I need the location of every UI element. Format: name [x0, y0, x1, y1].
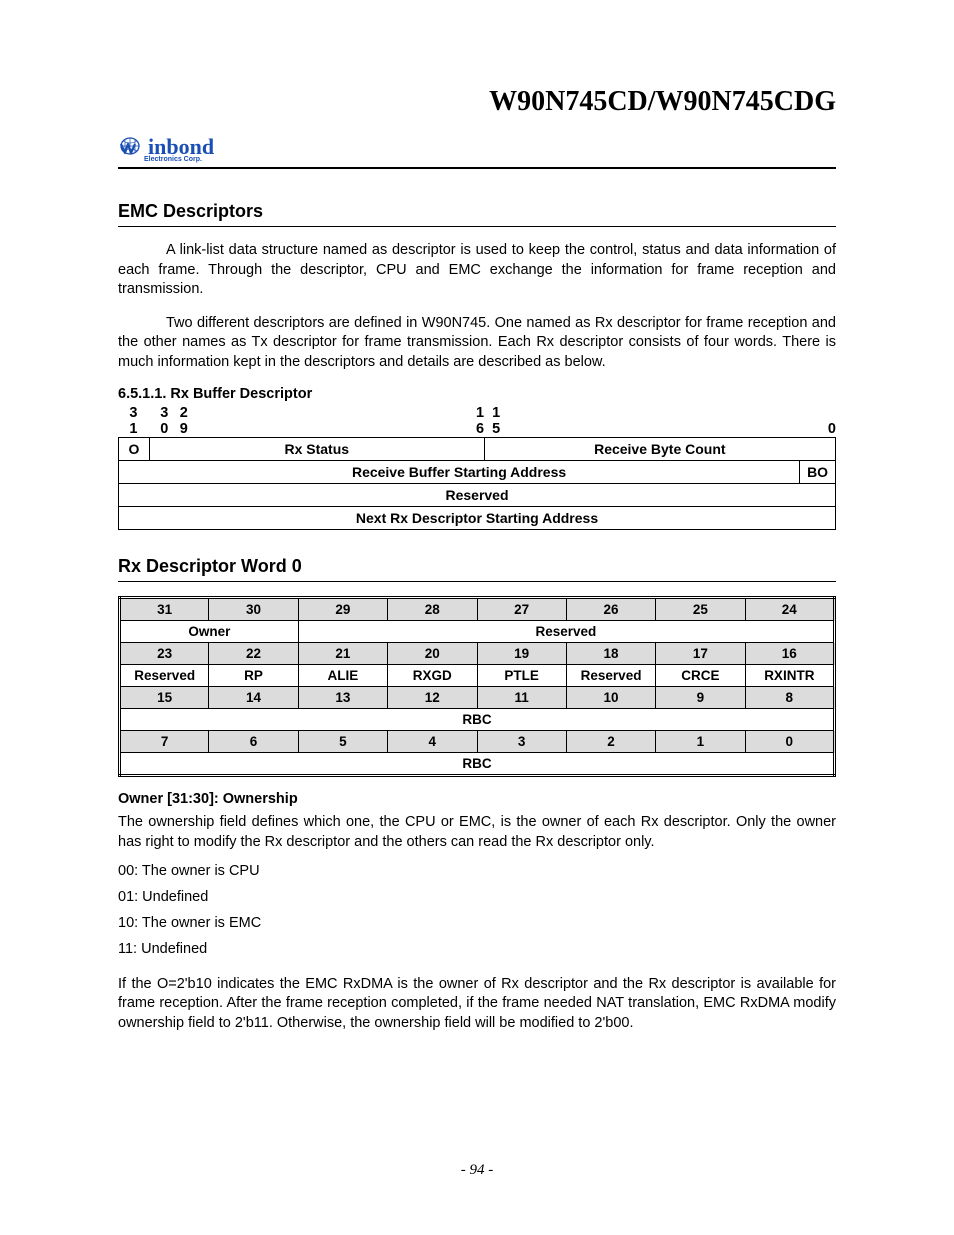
rx-buffer-table: O Rx Status Receive Byte Count Receive B…: [118, 437, 836, 530]
brand-logo: inbond: [118, 136, 836, 158]
w0-bitd-5: 2: [566, 731, 655, 753]
word0-underline: [118, 581, 836, 582]
word0-heading: Rx Descriptor Word 0: [118, 556, 836, 577]
w0-rowb-5: Reserved: [566, 665, 655, 687]
w0-bita-7: 24: [745, 598, 834, 621]
word0-table: 31 30 29 28 27 26 25 24 Owner Reserved 2…: [118, 596, 836, 777]
globe-w-icon: [118, 136, 142, 158]
w0-bitd-7: 0: [745, 731, 834, 753]
w0-bitc-7: 8: [745, 687, 834, 709]
owner-enum-3: 11: Undefined: [118, 941, 836, 957]
w0-bitc-6: 9: [656, 687, 745, 709]
w0-bitc-1: 14: [209, 687, 298, 709]
w0-rowb-4: PTLE: [477, 665, 566, 687]
w0-bitc-4: 11: [477, 687, 566, 709]
intro-paragraph-1: A link-list data structure named as desc…: [118, 241, 836, 300]
w0-reserved-a: Reserved: [298, 621, 834, 643]
buf-r1-c0: O: [119, 438, 150, 461]
w0-bita-3: 28: [388, 598, 477, 621]
bit-bot-5: 0: [520, 421, 836, 437]
brand-subtitle: Electronics Corp.: [144, 156, 836, 163]
buf-r3: Reserved: [119, 484, 836, 507]
intro-paragraph-2: Two different descriptors are defined in…: [118, 314, 836, 373]
w0-bitc-0: 15: [120, 687, 209, 709]
bit-bot-3: 6: [211, 421, 485, 437]
w0-bitc-3: 12: [388, 687, 477, 709]
bit-bot-1: 0: [149, 421, 180, 437]
bit-top-4: 1: [484, 405, 520, 421]
doc-title: W90N745CD/W90N745CDG: [118, 86, 836, 118]
w0-bita-6: 25: [656, 598, 745, 621]
brand-name: inbond: [148, 136, 214, 158]
bit-top-1: 3: [149, 405, 180, 421]
bit-top-5: [520, 405, 836, 421]
rx-buffer-heading: 6.5.1.1. Rx Buffer Descriptor: [118, 386, 836, 402]
w0-bitb-3: 20: [388, 643, 477, 665]
w0-owner: Owner: [120, 621, 299, 643]
w0-bitb-1: 22: [209, 643, 298, 665]
bit-top-3: 1: [211, 405, 485, 421]
bit-bot-0: 1: [118, 421, 149, 437]
bit-bot-4: 5: [484, 421, 520, 437]
owner-para: If the O=2'b10 indicates the EMC RxDMA i…: [118, 975, 836, 1034]
owner-enum-1: 01: Undefined: [118, 889, 836, 905]
w0-rbc-2: RBC: [120, 753, 835, 776]
w0-bitd-0: 7: [120, 731, 209, 753]
owner-enum-2: 10: The owner is EMC: [118, 915, 836, 931]
w0-rowb-6: CRCE: [656, 665, 745, 687]
w0-bitc-2: 13: [298, 687, 387, 709]
w0-rowb-0: Reserved: [120, 665, 209, 687]
page-number: - 94 -: [0, 1162, 954, 1179]
w0-bitb-2: 21: [298, 643, 387, 665]
header-rule: [118, 167, 836, 169]
w0-bitd-1: 6: [209, 731, 298, 753]
buf-r1-c2: Receive Byte Count: [484, 438, 835, 461]
w0-bita-0: 31: [120, 598, 209, 621]
w0-bita-2: 29: [298, 598, 387, 621]
buf-r2-c1: BO: [800, 461, 836, 484]
owner-field-desc: The ownership field defines which one, t…: [118, 813, 836, 852]
w0-bitd-4: 3: [477, 731, 566, 753]
owner-field-title: Owner [31:30]: Ownership: [118, 791, 836, 807]
w0-bita-1: 30: [209, 598, 298, 621]
w0-bitb-6: 17: [656, 643, 745, 665]
w0-bitb-7: 16: [745, 643, 834, 665]
bit-top-2: 2: [180, 405, 211, 421]
buf-r4: Next Rx Descriptor Starting Address: [119, 507, 836, 530]
w0-rowb-1: RP: [209, 665, 298, 687]
buf-r2-c0: Receive Buffer Starting Address: [119, 461, 800, 484]
buf-r1-c1: Rx Status: [149, 438, 484, 461]
w0-bitb-0: 23: [120, 643, 209, 665]
w0-bita-5: 26: [566, 598, 655, 621]
bit-bot-2: 9: [180, 421, 211, 437]
section-heading: EMC Descriptors: [118, 201, 836, 222]
w0-bitd-3: 4: [388, 731, 477, 753]
w0-rowb-2: ALIE: [298, 665, 387, 687]
w0-rowb-3: RXGD: [388, 665, 477, 687]
w0-rowb-7: RXINTR: [745, 665, 834, 687]
bit-header-bottom: 1 0 9 6 5 0: [118, 421, 836, 437]
section-underline: [118, 226, 836, 227]
w0-bita-4: 27: [477, 598, 566, 621]
w0-bitc-5: 10: [566, 687, 655, 709]
w0-bitd-6: 1: [656, 731, 745, 753]
w0-bitb-5: 18: [566, 643, 655, 665]
owner-enum-0: 00: The owner is CPU: [118, 863, 836, 879]
w0-bitd-2: 5: [298, 731, 387, 753]
w0-rbc-1: RBC: [120, 709, 835, 731]
bit-top-0: 3: [118, 405, 149, 421]
w0-bitb-4: 19: [477, 643, 566, 665]
bit-header-top: 3 3 2 1 1: [118, 405, 836, 421]
